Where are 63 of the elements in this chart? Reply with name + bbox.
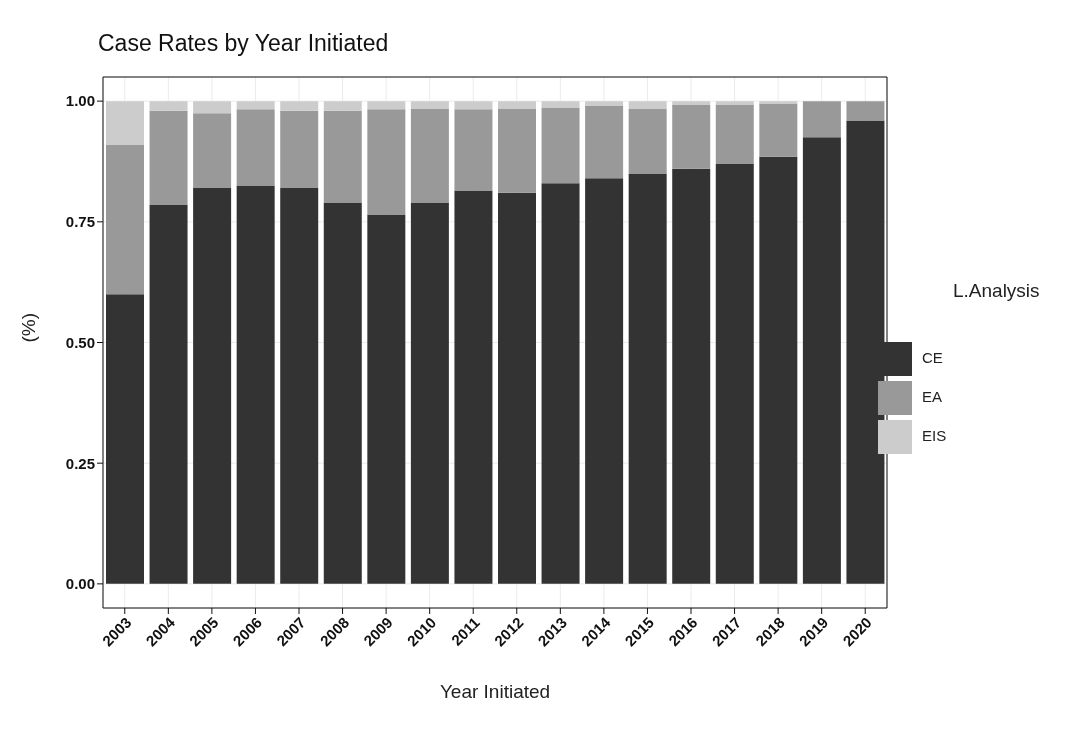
bar [149, 204, 188, 584]
bar [541, 183, 580, 584]
y-tick-label: 0.00 [65, 575, 95, 593]
bar [280, 110, 319, 189]
bar [236, 101, 275, 110]
bar [410, 108, 449, 203]
legend-title: L.Analysis [953, 280, 1040, 302]
bar [367, 101, 406, 110]
bar [846, 101, 885, 121]
bar [759, 103, 798, 157]
y-axis-title: (%) [17, 312, 39, 343]
bar [236, 109, 275, 186]
bar [715, 104, 754, 164]
bar [323, 110, 362, 203]
bar [585, 101, 624, 106]
bar [106, 144, 144, 295]
bar [454, 109, 493, 191]
bar [541, 107, 580, 184]
bar [802, 101, 841, 138]
bar [149, 110, 188, 205]
y-tick-label: 1.00 [65, 92, 95, 110]
bar [106, 101, 144, 145]
bar [715, 101, 754, 105]
bar [410, 202, 449, 584]
bar [236, 185, 275, 584]
bar [323, 202, 362, 584]
y-tick-label: 0.25 [65, 454, 95, 472]
chart-title: Case Rates by Year Initiated [98, 30, 389, 57]
y-tick-label: 0.50 [65, 333, 95, 351]
legend-label: CE [922, 349, 943, 366]
bar [541, 101, 580, 108]
bar [280, 188, 319, 584]
bar [498, 192, 536, 584]
bar [149, 101, 188, 111]
bar [672, 104, 711, 169]
bar [106, 294, 144, 584]
bar [323, 101, 362, 111]
bar [585, 178, 624, 584]
bar [759, 101, 798, 104]
bar [367, 214, 406, 584]
bar [193, 101, 232, 114]
y-tick-label: 0.75 [65, 213, 95, 231]
bar [715, 163, 754, 584]
bar [454, 190, 493, 584]
bar [628, 101, 667, 109]
bar [193, 113, 232, 189]
bar [585, 105, 624, 179]
bar [193, 188, 232, 584]
legend-label: EA [922, 388, 943, 405]
bar [672, 101, 711, 105]
bar [802, 137, 841, 584]
bar [672, 168, 711, 584]
bar [628, 173, 667, 584]
bar [759, 156, 798, 584]
bar [280, 101, 319, 111]
legend-label: EIS [922, 427, 947, 444]
bar [454, 101, 493, 110]
bar [410, 101, 449, 109]
bar [498, 108, 536, 193]
bar [367, 109, 406, 215]
bar [498, 101, 536, 109]
x-axis-title: Year Initiated [439, 681, 551, 702]
bar [628, 108, 667, 174]
